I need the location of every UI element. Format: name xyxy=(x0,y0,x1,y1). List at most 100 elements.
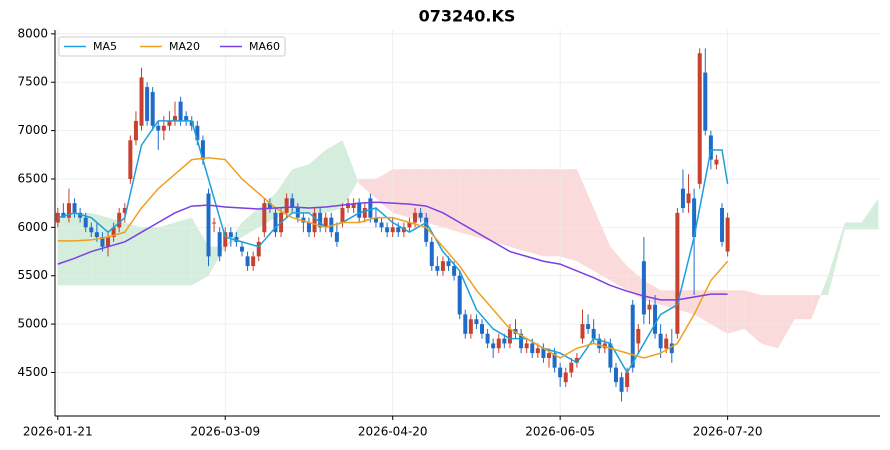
candle-body xyxy=(184,116,189,121)
candle-body xyxy=(334,232,339,242)
candle-body xyxy=(89,227,94,233)
cloud-layer xyxy=(57,140,879,349)
y-tick-label: 6500 xyxy=(17,171,48,185)
y-tick-label: 4500 xyxy=(17,365,48,379)
candle-body xyxy=(574,357,579,363)
cloud-segment xyxy=(677,290,695,315)
candle-body xyxy=(686,193,691,204)
candle-body xyxy=(128,140,133,179)
candle-body xyxy=(496,338,501,349)
cloud-segment xyxy=(526,169,544,257)
cloud-segment xyxy=(208,246,226,276)
ma-line xyxy=(57,201,728,301)
candle-body xyxy=(161,125,166,131)
candle-body xyxy=(195,125,200,141)
candle-body xyxy=(150,91,155,126)
candle-body xyxy=(145,87,150,121)
candle-body xyxy=(396,227,401,233)
candle-body xyxy=(725,217,730,252)
candle-body xyxy=(530,343,535,354)
candle-body xyxy=(653,304,658,334)
cloud-segment xyxy=(57,212,75,286)
candle-body xyxy=(301,217,306,223)
candle-body xyxy=(290,198,295,209)
candle-body xyxy=(630,304,635,368)
candle-body xyxy=(217,232,222,257)
chart-title: 073240.KS xyxy=(419,7,516,26)
candle-body xyxy=(636,328,641,344)
cloud-segment xyxy=(392,169,410,218)
legend-label: MA5 xyxy=(93,40,117,53)
candle-body xyxy=(94,232,99,238)
cloud-segment xyxy=(861,198,879,230)
candle-body xyxy=(72,203,77,213)
cloud-segment xyxy=(694,290,711,325)
candle-body xyxy=(675,212,680,334)
cloud-segment xyxy=(811,295,821,320)
cloud-segment xyxy=(627,266,644,300)
cloud-segment xyxy=(358,178,360,184)
candle-body xyxy=(697,53,702,184)
candle-body xyxy=(480,324,485,334)
cloud-segment xyxy=(292,164,309,213)
candle-body xyxy=(239,246,244,252)
candle-body xyxy=(407,222,412,228)
cloud-segment xyxy=(426,169,443,228)
candle-body xyxy=(368,198,373,218)
candle-body xyxy=(133,120,138,141)
y-tick-label: 6000 xyxy=(17,220,48,234)
candle-body xyxy=(524,343,529,349)
cloud-segment xyxy=(794,295,812,320)
candle-body xyxy=(362,208,367,218)
candle-body xyxy=(435,266,440,271)
candle-body xyxy=(558,367,563,378)
cloud-segment xyxy=(442,169,460,233)
candle-body xyxy=(580,324,585,339)
cloud-segment xyxy=(844,222,862,230)
cloud-segment xyxy=(375,169,393,213)
candle-body xyxy=(720,208,725,242)
candle-body xyxy=(474,319,479,325)
cloud-segment xyxy=(828,222,845,296)
candle-body xyxy=(156,125,161,131)
candle-body xyxy=(485,333,490,344)
cloud-segment xyxy=(643,280,661,305)
candle-body xyxy=(602,343,607,349)
candle-body xyxy=(457,275,462,315)
candle-body xyxy=(312,212,317,233)
cloud-segment xyxy=(225,222,242,247)
candle-body xyxy=(340,208,345,223)
candle-body xyxy=(519,333,524,349)
candle-body xyxy=(641,261,646,315)
cloud-segment xyxy=(158,222,176,286)
candle-body xyxy=(385,227,390,233)
y-tick-label: 8000 xyxy=(17,26,48,40)
legend-label: MA20 xyxy=(169,40,200,53)
cloud-segment xyxy=(710,290,728,334)
candle-body xyxy=(212,222,217,224)
candle-body xyxy=(680,188,685,209)
y-tick-label: 5500 xyxy=(17,268,48,282)
candle-body xyxy=(491,343,496,349)
cloud-segment xyxy=(175,217,192,286)
candle-body xyxy=(413,212,418,223)
cloud-segment xyxy=(560,169,577,262)
candle-body xyxy=(703,72,708,131)
ma-line xyxy=(57,156,729,359)
candle-body xyxy=(446,261,451,267)
candle-body xyxy=(535,348,540,354)
x-tick-label: 2026-07-20 xyxy=(693,425,763,439)
x-tick-label: 2026-01-21 xyxy=(23,425,93,439)
candle-body xyxy=(167,120,172,126)
candle-body xyxy=(83,217,88,228)
candle-body xyxy=(452,266,457,276)
x-tick-label: 2026-06-05 xyxy=(525,425,595,439)
candle-body xyxy=(262,203,267,233)
cloud-segment xyxy=(493,169,510,247)
candle-body xyxy=(373,217,378,223)
cloud-segment xyxy=(476,169,494,242)
candle-body xyxy=(351,203,356,209)
candle-body xyxy=(541,348,546,358)
candle-body xyxy=(440,261,445,271)
candle-body xyxy=(608,343,613,368)
